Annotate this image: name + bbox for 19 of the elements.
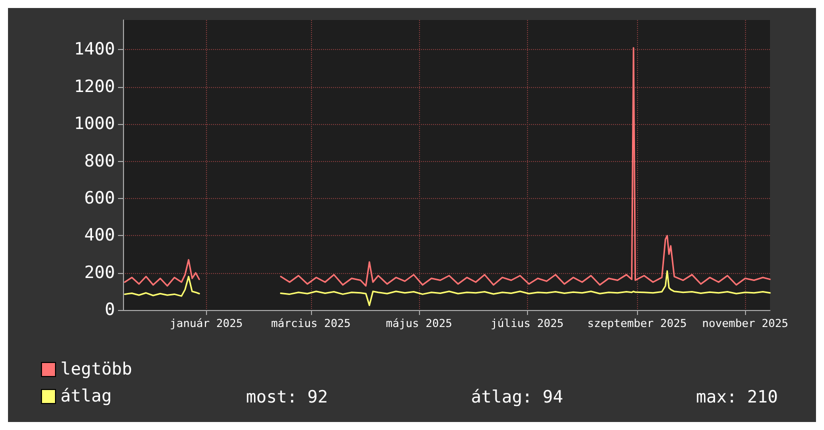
x-tick-label: július 2025 — [490, 317, 564, 330]
y-tick-label: 600 — [84, 188, 115, 208]
y-tick-label: 400 — [84, 226, 115, 246]
y-tick-label: 1400 — [74, 40, 115, 60]
y-tick-label: 800 — [84, 151, 115, 172]
x-tick-label: január 2025 — [170, 317, 243, 330]
x-tick-label: május 2025 — [386, 317, 452, 330]
y-tick-label: 1200 — [74, 76, 115, 97]
y-tick-label: 200 — [84, 262, 115, 283]
x-tick-label: november 2025 — [702, 317, 788, 330]
text: most: 92 — [246, 388, 328, 408]
text: max: 210 — [696, 388, 778, 408]
text: átlag: 94 — [471, 388, 564, 408]
y-tick-label: 0 — [104, 300, 115, 320]
legend-label: átlag — [60, 386, 112, 406]
x-tick-label: március 2025 — [271, 317, 351, 330]
x-tick-label: szeptember 2025 — [587, 317, 687, 330]
y-tick-label: 1000 — [74, 114, 115, 134]
legend-label: legtöbb — [60, 360, 132, 380]
